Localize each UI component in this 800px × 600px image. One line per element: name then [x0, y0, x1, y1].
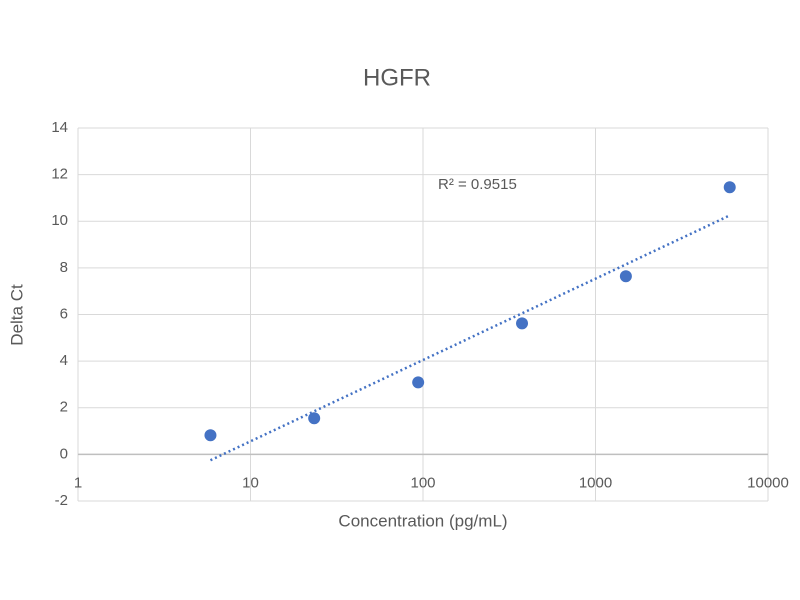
y-tick-label: 14 — [51, 119, 68, 136]
data-point — [516, 317, 529, 330]
x-tick-label: 1000 — [579, 474, 612, 491]
x-tick-label: 10 — [242, 474, 259, 491]
data-point — [723, 181, 736, 194]
data-point — [412, 376, 425, 389]
y-tick-label: 4 — [60, 352, 68, 369]
y-tick-label: 12 — [51, 166, 68, 183]
trendline — [209, 214, 731, 462]
x-axis-label: Concentration (pg/mL) — [338, 511, 507, 530]
y-tick-label: 0 — [60, 445, 68, 462]
data-point — [619, 270, 632, 283]
x-tick-label: 1 — [74, 474, 82, 491]
x-tick-label: 100 — [410, 474, 435, 491]
y-tick-label: 2 — [60, 399, 68, 416]
data-point — [204, 429, 217, 442]
y-tick-label: 8 — [60, 259, 68, 276]
x-tick-label: 10000 — [747, 474, 789, 491]
y-axis-label: Delta Ct — [7, 284, 26, 346]
y-tick-label: 10 — [51, 212, 68, 229]
trendline-label: R² = 0.9515 — [438, 176, 517, 193]
chart-title: HGFR — [363, 64, 431, 91]
data-point — [308, 412, 321, 425]
y-tick-label: -2 — [55, 492, 68, 509]
y-tick-label: 6 — [60, 305, 68, 322]
